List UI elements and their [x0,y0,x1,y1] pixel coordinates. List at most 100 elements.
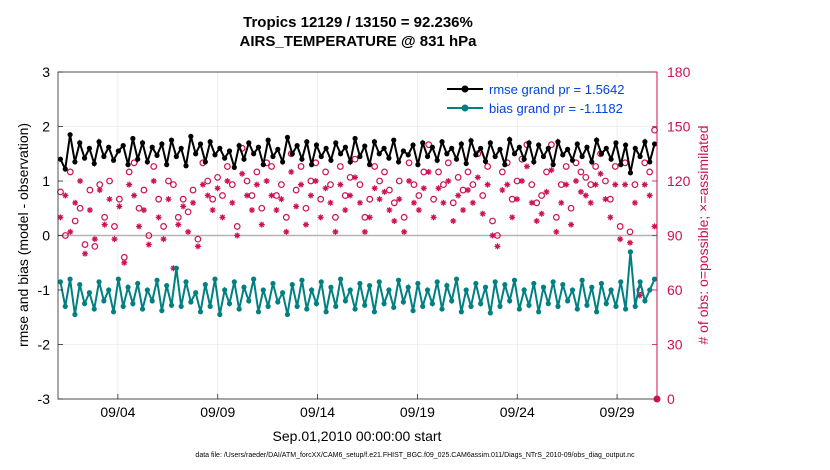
obs-possible-marker [484,163,492,170]
obs-possible-marker [410,181,418,189]
rmse-point [613,140,619,146]
bias-point [357,280,363,287]
bias-point [579,277,585,283]
obs-possible-marker [268,163,275,170]
rmse-point [159,141,165,147]
bias-point [101,298,107,304]
rmse-point [260,162,266,168]
rmse-point [309,162,315,168]
obs-possible-marker [616,223,624,230]
bias-point [115,276,121,282]
obs-assimilated-marker [592,181,599,188]
legend-label-rmse: rmse grand pr = 1.5642 [489,82,625,97]
obs-possible-marker [204,177,212,185]
rmse-point [579,153,585,160]
bias-point [86,290,92,296]
bias-point [159,308,165,314]
obs-possible-marker [400,213,408,221]
bias-point [627,249,634,255]
obs-possible-marker [572,159,580,167]
rmse-point [337,151,344,157]
bias-point [473,280,479,287]
obs-possible-marker [111,223,118,230]
bias-point [651,276,658,282]
obs-possible-marker [602,177,609,185]
obs-assimilated-marker [558,199,565,206]
legend: rmse grand pr = 1.5642 bias grand pr = -… [443,77,651,119]
obs-assimilated-marker [538,210,545,217]
x-tick-label: 09/04 [100,404,135,420]
bias-point [347,287,353,293]
obs-assimilated-marker [612,181,619,188]
bias-point [81,301,88,307]
rmse-point [642,139,648,145]
rmse-point [284,134,291,140]
rmse-point [212,152,218,158]
obs-possible-marker [646,168,654,176]
obs-possible-marker [292,186,300,194]
bias-point [540,284,547,290]
obs-assimilated-marker [514,196,521,203]
obs-assimilated-marker [381,188,388,195]
bias-point [149,298,155,304]
obs-possible-marker [351,155,359,163]
obs-assimilated-marker [307,192,314,199]
obs-assimilated-marker [288,168,295,175]
bias-point [197,309,204,315]
bias-point [429,301,435,307]
obs-assimilated-marker [106,196,113,203]
obs-assimilated-marker [464,187,471,194]
y-right-tick-label: 60 [667,282,683,298]
y-tick-label: -2 [38,337,51,353]
rmse-point [526,140,532,146]
obs-assimilated-marker [347,192,354,199]
obs-possible-marker [71,217,79,225]
obs-possible-marker [582,173,590,181]
rmse-point [487,140,493,146]
obs-possible-marker [174,213,182,221]
rmse-point [347,159,353,165]
bias-point [323,309,329,315]
rmse-point [101,153,107,160]
obs-possible-marker [145,232,153,239]
bias-point [236,306,242,312]
rmse-point [72,159,78,165]
rmse-point [627,170,634,176]
obs-possible-marker [538,192,546,199]
obs-assimilated-marker [185,228,192,235]
obs-possible-marker [611,163,619,170]
obs-assimilated-marker [499,187,506,194]
bias-point [386,287,392,293]
rmse-point [574,141,580,147]
bias-point [618,279,624,285]
obs-possible-marker [228,181,236,189]
y-tick-label: 1 [42,173,50,189]
bias-point [444,283,450,289]
obs-possible-marker [209,195,217,203]
x-tick-label: 09/14 [300,404,335,420]
bias-point [584,302,590,308]
obs-assimilated-marker [165,196,172,203]
bias-point [207,303,213,309]
obs-possible-marker [155,195,163,203]
rmse-point [115,148,121,154]
bias-point [289,281,295,288]
obs-assimilated-marker [415,207,422,214]
bias-point [130,301,136,307]
obs-possible-marker [86,186,94,194]
bias-point [381,301,387,307]
bias-point [565,298,571,304]
obs-assimilated-marker [150,178,157,184]
obs-assimilated-marker [111,236,118,243]
obs-possible-marker [165,177,172,185]
obs-assimilated-marker [484,181,491,188]
obs-assimilated-marker [258,221,265,228]
bias-point [482,284,489,290]
rmse-point [511,151,518,157]
bias-point [497,303,503,309]
y-right-tick-label: 180 [667,64,691,80]
obs-assimilated-marker [572,178,579,184]
obs-possible-marker [454,173,462,181]
obs-possible-marker [91,242,99,250]
obs-assimilated-marker [597,170,604,177]
